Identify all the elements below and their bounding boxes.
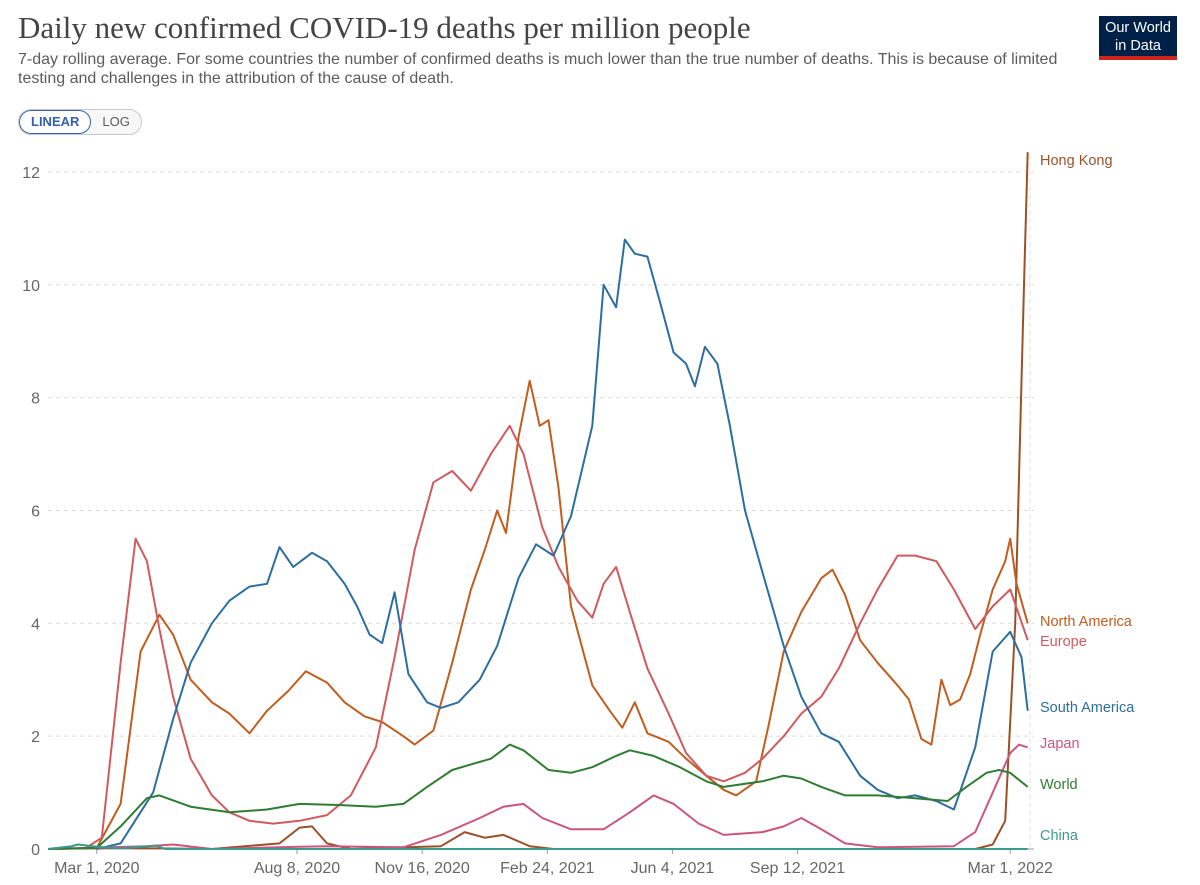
series-label-europe[interactable]: Europe (1040, 634, 1087, 650)
y-axis: 0 2 4 6 8 10 12 (22, 165, 40, 859)
series-label-north-america[interactable]: North America (1040, 614, 1133, 630)
y-tick-label: 4 (31, 616, 40, 633)
series-label-japan[interactable]: Japan (1040, 736, 1080, 752)
logo-line-2: in Data (1115, 38, 1161, 54)
x-axis: Mar 1, 2020 Aug 8, 2020 Nov 16, 2020 Feb 24… (54, 849, 1053, 877)
series-label-world[interactable]: World (1040, 777, 1078, 793)
y-tick-label: 6 (31, 503, 40, 520)
chart-title: Daily new confirmed COVID-19 deaths per … (18, 10, 751, 45)
series-line-hong-kong[interactable] (47, 152, 1029, 850)
series-labels: Hong Kong North America Europe South Americ… (1040, 153, 1135, 844)
grid-lines (48, 155, 1034, 850)
y-tick-label: 2 (31, 729, 40, 746)
x-tick-label: Jun 4, 2021 (631, 860, 715, 877)
series-line-japan[interactable] (47, 743, 1029, 850)
linear-scale-button[interactable]: LINEAR (19, 110, 92, 134)
series-line-north-america[interactable] (95, 379, 1029, 849)
series-lines (47, 152, 1029, 850)
x-tick-label: Nov 16, 2020 (375, 860, 470, 877)
series-line-world[interactable] (47, 743, 1029, 850)
logo-line-1: Our World (1105, 20, 1171, 36)
owid-logo[interactable]: Our World in Data (1099, 16, 1177, 60)
x-tick-label: Mar 1, 2022 (968, 860, 1053, 877)
series-label-hong-kong[interactable]: Hong Kong (1040, 153, 1113, 169)
chart-subtitle: 7-day rolling average. For some countrie… (18, 51, 1058, 87)
x-tick-label: Aug 8, 2020 (254, 860, 340, 877)
series-line-europe[interactable] (83, 424, 1029, 850)
x-tick-label: Feb 24, 2021 (500, 860, 594, 877)
y-tick-label: 0 (31, 842, 40, 859)
y-tick-label: 10 (22, 278, 40, 295)
series-line-south-america[interactable] (96, 238, 1029, 850)
series-label-china[interactable]: China (1040, 828, 1079, 844)
y-tick-label: 12 (22, 165, 40, 182)
x-tick-label: Sep 12, 2021 (750, 860, 845, 877)
series-label-south-america[interactable]: South America (1040, 700, 1135, 716)
log-scale-button[interactable]: LOG (102, 114, 130, 129)
x-tick-label: Mar 1, 2020 (54, 860, 139, 877)
scale-toggle: LINEAR LOG (18, 109, 142, 135)
y-tick-label: 8 (31, 391, 40, 408)
series-line-china[interactable] (47, 843, 1028, 850)
